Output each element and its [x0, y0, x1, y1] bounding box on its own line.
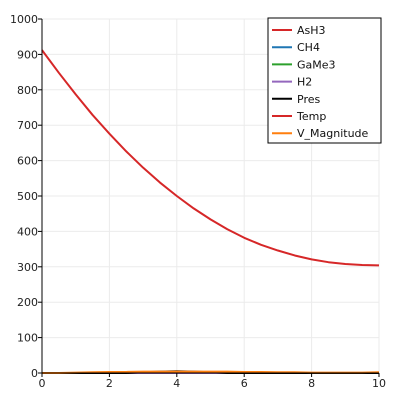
- y-tick-label: 100: [17, 332, 38, 345]
- y-tick-label: 1000: [10, 13, 38, 26]
- series-line-temp: [41, 49, 380, 267]
- x-tick-label: 4: [173, 377, 180, 390]
- x-tick-label: 0: [39, 377, 46, 390]
- legend-label-game3: GaMe3: [297, 58, 336, 71]
- tick-labels: 0 100 200 300 400 500 600 700 800 900 1000 0 2 4 6 8 10: [10, 13, 386, 390]
- x-tick-label: 2: [106, 377, 113, 390]
- legend-label-pres: Pres: [297, 93, 320, 106]
- y-tick-label: 300: [17, 261, 38, 274]
- y-tick-label: 600: [17, 155, 38, 168]
- y-tick-label: 500: [17, 190, 38, 203]
- y-tick-label: 0: [31, 367, 38, 380]
- legend-label-v-magnitude: V_Magnitude: [297, 127, 369, 140]
- axes: [38, 18, 380, 377]
- x-tick-label: 8: [308, 377, 315, 390]
- x-tick-label: 6: [241, 377, 248, 390]
- y-tick-label: 700: [17, 119, 38, 132]
- legend-label-h2: H2: [297, 76, 312, 89]
- x-tick-label: 10: [372, 377, 386, 390]
- y-tick-label: 800: [17, 84, 38, 97]
- y-tick-label: 400: [17, 225, 38, 238]
- legend-label-temp: Temp: [296, 110, 326, 123]
- legend-box: [267, 17, 382, 144]
- legend-label-ch4: CH4: [297, 41, 320, 54]
- legend: AsH3 CH4 GaMe3 H2 Pres Temp V_Magnitude: [267, 17, 382, 144]
- y-tick-label: 200: [17, 296, 38, 309]
- y-tick-label: 900: [17, 48, 38, 61]
- legend-label-ash3: AsH3: [297, 24, 326, 37]
